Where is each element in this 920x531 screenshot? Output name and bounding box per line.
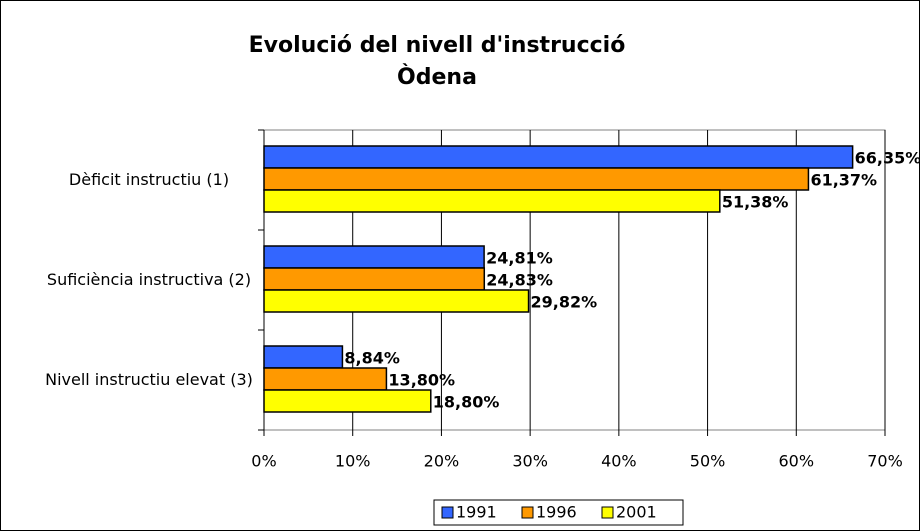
y-tick-label: Suficiència instructiva (2) <box>46 270 252 289</box>
chart-title: Òdena <box>397 64 477 90</box>
x-tick-label: 20% <box>424 452 460 471</box>
x-tick-label: 60% <box>779 452 815 471</box>
x-tick-label: 10% <box>335 452 371 471</box>
data-label: 8,84% <box>344 349 400 368</box>
data-label: 24,81% <box>486 249 553 268</box>
legend-swatch <box>521 506 534 519</box>
bar <box>263 145 854 169</box>
x-tick-label: 30% <box>512 452 548 471</box>
legend-box <box>433 499 684 526</box>
x-tick-label: 70% <box>867 452 903 471</box>
chart-title: Evolució del nivell d'instrucció <box>249 33 626 58</box>
legend-swatch <box>441 506 454 519</box>
data-label: 66,35% <box>855 149 920 168</box>
bar <box>263 167 810 191</box>
x-tick-label: 40% <box>601 452 637 471</box>
bar <box>263 289 530 313</box>
bar <box>263 267 486 291</box>
bar <box>263 367 388 391</box>
x-tick-label: 0% <box>251 452 276 471</box>
data-label: 51,38% <box>722 193 789 212</box>
bar <box>263 389 432 413</box>
bar <box>263 189 721 213</box>
legend-label: 2001 <box>616 503 657 522</box>
data-label: 24,83% <box>486 271 553 290</box>
legend-swatch <box>601 506 614 519</box>
legend-label: 1996 <box>536 503 577 522</box>
data-label: 13,80% <box>388 371 455 390</box>
data-label: 61,37% <box>810 171 877 190</box>
legend-label: 1991 <box>456 503 497 522</box>
bar <box>263 245 485 269</box>
x-tick-label: 50% <box>690 452 726 471</box>
y-tick-label: Nivell instructiu elevat (3) <box>45 370 253 389</box>
y-tick-label: Dèficit instructiu (1) <box>68 170 230 189</box>
data-label: 18,80% <box>433 393 500 412</box>
data-label: 29,82% <box>531 293 598 312</box>
bar <box>263 345 344 369</box>
